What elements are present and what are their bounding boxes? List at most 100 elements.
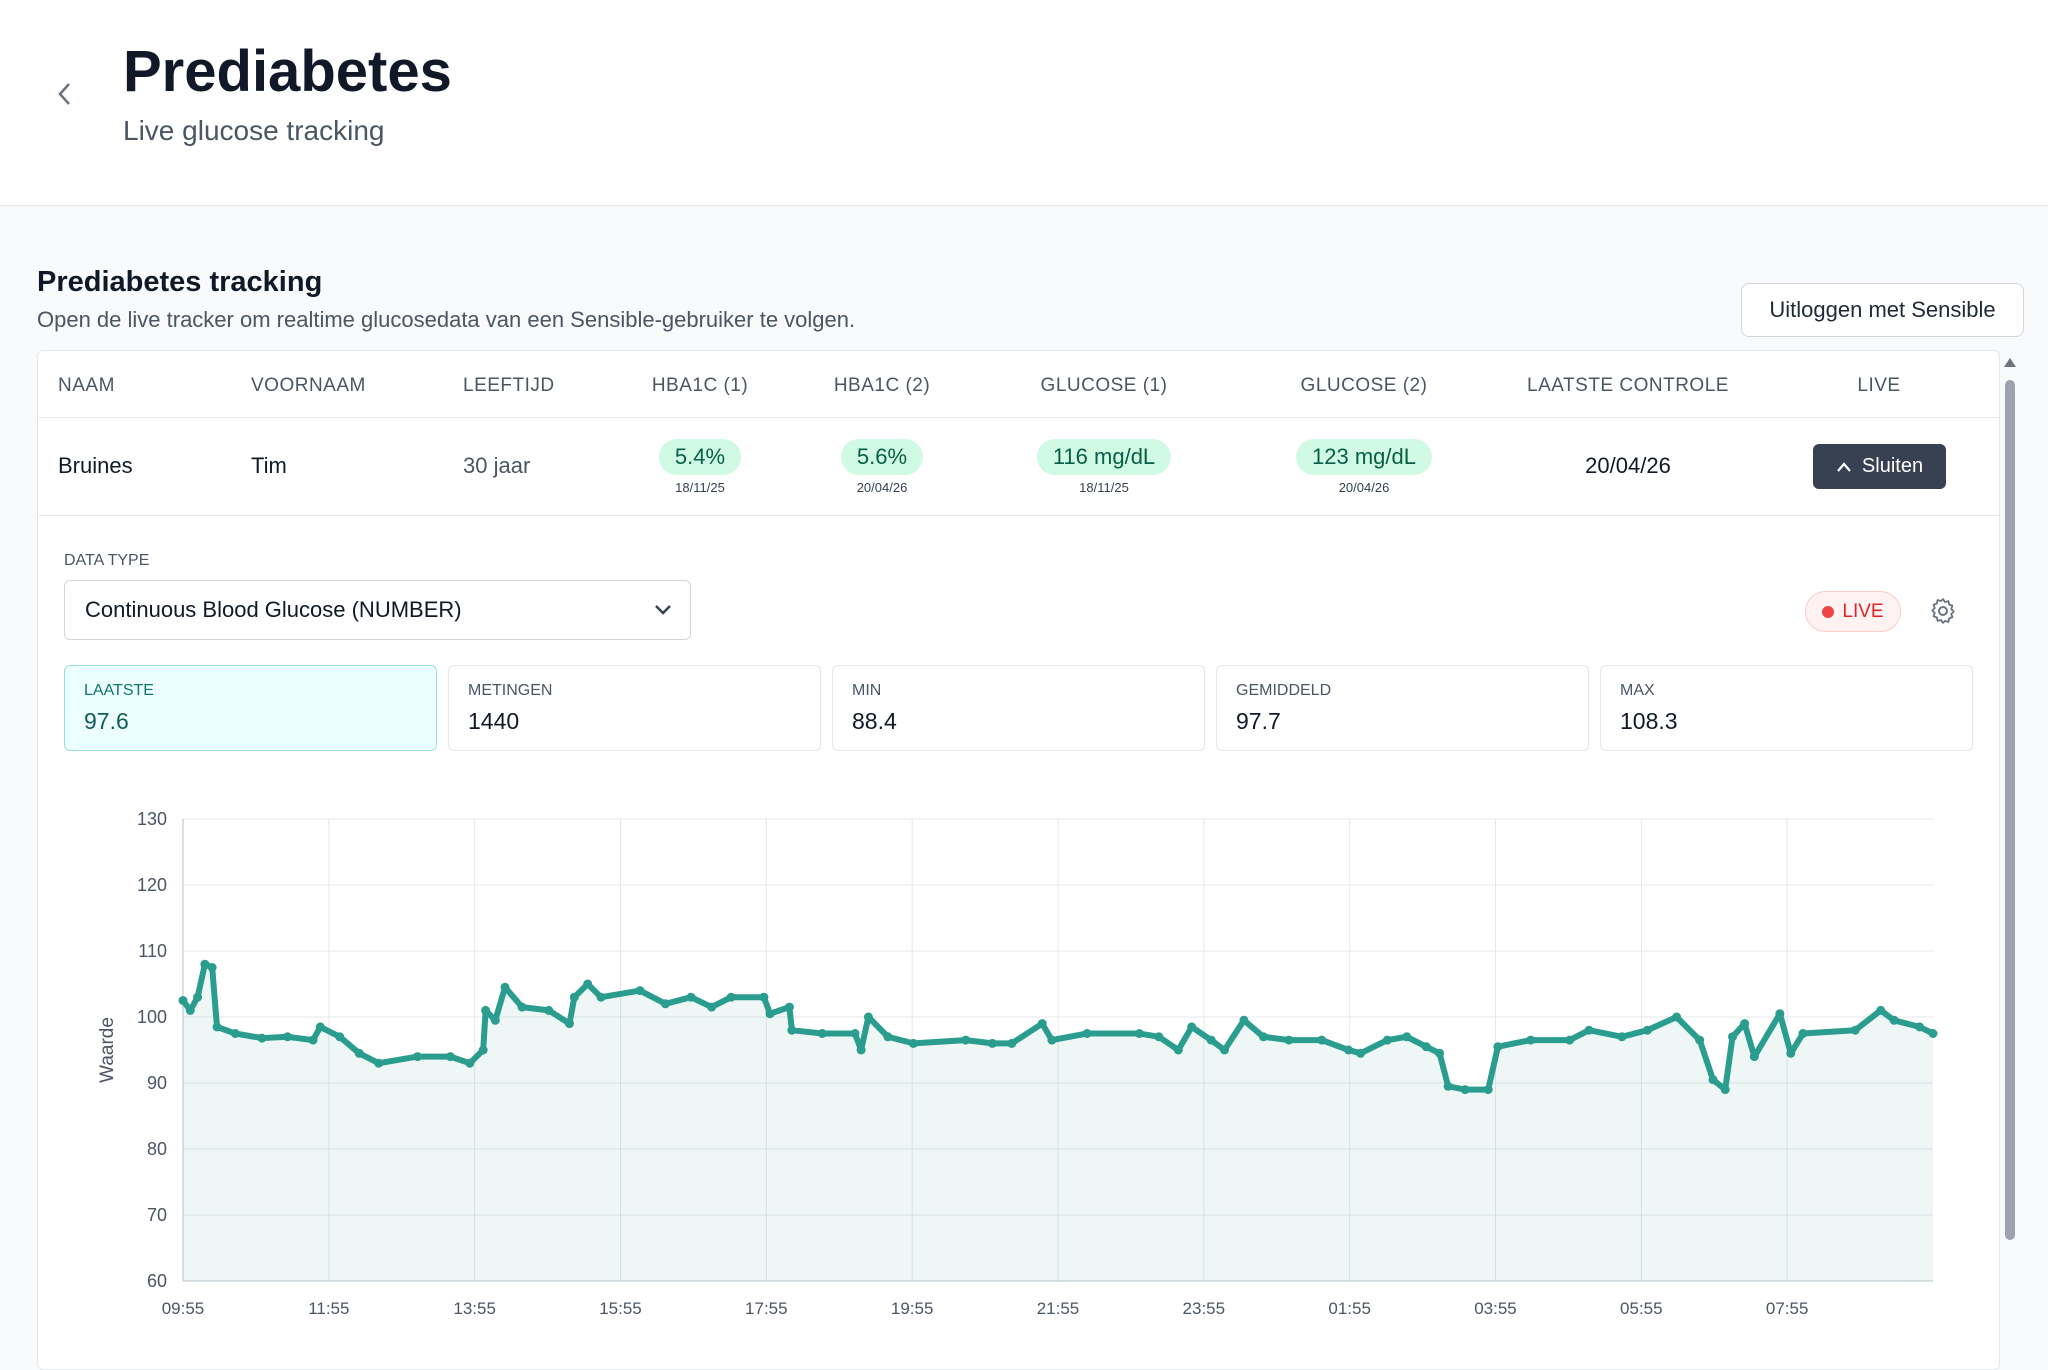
data-type-select[interactable]: Continuous Blood Glucose (NUMBER) — [64, 580, 691, 640]
point — [784, 1002, 794, 1012]
x-tick-label: 07:55 — [1766, 1299, 1809, 1318]
stat-label: MIN — [852, 682, 882, 699]
live-dot — [1822, 605, 1835, 618]
x-tick-label: 05:55 — [1620, 1299, 1663, 1318]
chart: 60 70 80 90 100 110 120 130 09:55 11:55 13:55 15:55… — [97, 809, 1938, 1318]
point — [1720, 1085, 1730, 1095]
column-header: NAAM — [58, 375, 115, 396]
point — [1219, 1045, 1229, 1055]
x-tick-label: 17:55 — [745, 1299, 788, 1318]
point — [1258, 1032, 1268, 1042]
scrollbar-thumb[interactable] — [2005, 380, 2015, 1240]
point — [283, 1032, 293, 1042]
point — [961, 1035, 971, 1045]
point — [1037, 1019, 1047, 1029]
select-value: Continuous Blood Glucose (NUMBER) — [85, 597, 462, 622]
point — [308, 1035, 318, 1045]
point — [1786, 1048, 1796, 1058]
point — [765, 1009, 775, 1019]
y-tick-label: 90 — [147, 1073, 167, 1093]
chart-card: 60 70 80 90 100 110 120 130 09:55 11:55 13:55 15:55… — [66, 779, 1971, 1350]
point — [863, 1012, 873, 1022]
point — [1134, 1029, 1144, 1038]
point — [1356, 1048, 1366, 1058]
value-pill: 123 mg/dL — [1296, 439, 1432, 475]
point — [1460, 1085, 1470, 1095]
point — [1672, 1012, 1682, 1022]
point — [583, 979, 593, 989]
close-button[interactable]: Sluiten — [1813, 444, 1946, 489]
x-tick-label: 09:55 — [162, 1299, 205, 1318]
section-description: Open de live tracker om realtime glucose… — [37, 307, 856, 332]
value-pill: 5.4% — [658, 439, 742, 475]
point — [1695, 1035, 1705, 1045]
point — [481, 1005, 491, 1015]
button-label: Sluiten — [1861, 455, 1924, 477]
y-axis-label: Waarde — [97, 1017, 118, 1083]
x-tick-label: 01:55 — [1328, 1299, 1371, 1318]
stat-label: METINGEN — [468, 682, 553, 699]
point — [1343, 1045, 1353, 1055]
point — [1402, 1032, 1412, 1042]
back-button[interactable] — [55, 80, 75, 108]
point — [1187, 1022, 1197, 1032]
point — [1526, 1035, 1536, 1045]
value-pill: 5.6% — [840, 439, 924, 475]
stat-value: 88.4 — [852, 708, 897, 734]
stat-value: 108.3 — [1620, 708, 1678, 734]
point — [569, 992, 579, 1002]
x-tick-label: 19:55 — [891, 1299, 934, 1318]
point — [660, 999, 670, 1009]
line — [180, 961, 1935, 1093]
point — [1727, 1032, 1737, 1042]
stat-card: GEMIDDELD 97.7 — [1216, 665, 1589, 751]
stat-card: LAATSTE 97.6 — [64, 665, 437, 751]
point — [1749, 1052, 1759, 1062]
x-tick-label: 11:55 — [308, 1299, 349, 1318]
point — [230, 1029, 240, 1038]
column-header: GLUCOSE (2) — [1300, 375, 1428, 396]
value-pill: 116 mg/dL — [1036, 439, 1172, 475]
point — [1239, 1015, 1249, 1025]
column-header: VOORNAAM — [251, 375, 366, 396]
point — [1642, 1025, 1652, 1035]
scroll-up[interactable] — [2002, 356, 2018, 370]
point — [1565, 1035, 1575, 1045]
divider — [38, 515, 1999, 516]
point — [759, 992, 769, 1002]
y-tick-label: 130 — [137, 809, 167, 829]
stat-label: LAATSTE — [84, 682, 154, 699]
page-title: Prediabetes — [123, 39, 452, 104]
stat-value: 97.7 — [1236, 708, 1281, 734]
point — [686, 992, 696, 1002]
point — [478, 1045, 488, 1055]
cell: 20/04/26 — [1585, 453, 1671, 478]
settings-button[interactable] — [1928, 596, 1958, 626]
logout-button[interactable]: Uitloggen met Sensible — [1741, 283, 2024, 337]
point — [883, 1032, 893, 1042]
point — [465, 1058, 475, 1068]
point — [544, 1005, 554, 1015]
point — [1483, 1085, 1493, 1095]
point — [1007, 1038, 1017, 1048]
point — [707, 1002, 717, 1012]
cell: Bruines — [58, 453, 133, 478]
point — [445, 1052, 455, 1062]
chevron-down — [655, 605, 671, 615]
stat-label: MAX — [1620, 682, 1655, 699]
area — [183, 964, 1933, 1281]
point — [257, 1033, 267, 1043]
point — [413, 1052, 423, 1062]
point — [1775, 1009, 1785, 1019]
y-tick-label: 70 — [147, 1205, 167, 1225]
pill-date: 20/04/26 — [1338, 480, 1390, 495]
point — [500, 982, 510, 992]
point — [787, 1025, 797, 1035]
point — [335, 1032, 345, 1042]
point — [1915, 1022, 1925, 1032]
live-badge: LIVE — [1805, 591, 1901, 632]
live-label: LIVE — [1842, 600, 1884, 622]
point — [200, 959, 210, 969]
column-header: HBA1C (2) — [833, 375, 931, 396]
